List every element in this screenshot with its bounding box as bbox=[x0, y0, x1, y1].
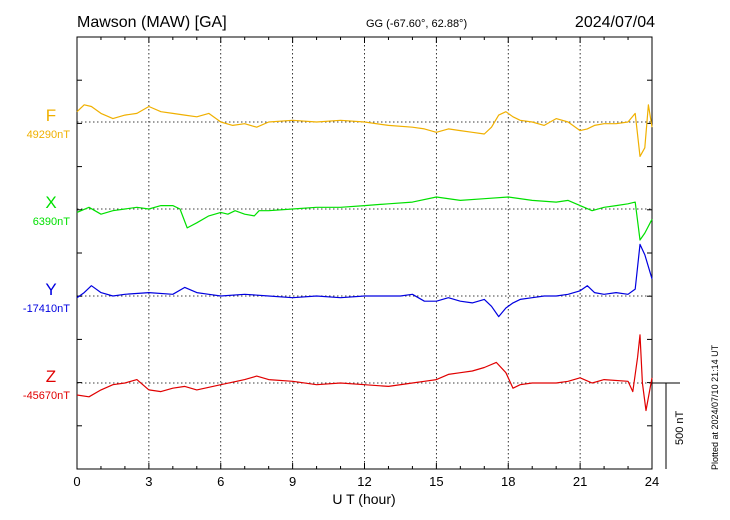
series-labels: F 49290nT X 6390nT Y -17410nT Z -45670nT bbox=[23, 106, 70, 402]
scale-bar: 500 nT bbox=[652, 382, 686, 469]
series-name-Y: Y bbox=[45, 280, 56, 299]
x-tick-label-21: 21 bbox=[573, 474, 587, 489]
series-line-X bbox=[76, 196, 653, 241]
tick-marks bbox=[76, 37, 653, 469]
series-baseline-X: 6390nT bbox=[33, 216, 71, 228]
series-name-F: F bbox=[46, 106, 56, 125]
series-line-F bbox=[76, 104, 653, 157]
coords-label: GG (-67.60°, 62.88°) bbox=[366, 18, 467, 30]
x-axis-label: U T (hour) bbox=[332, 491, 395, 507]
x-tick-label-12: 12 bbox=[357, 474, 371, 489]
series-baseline-F: 49290nT bbox=[27, 129, 71, 141]
date-label: 2024/07/04 bbox=[575, 14, 655, 31]
series-name-Z: Z bbox=[46, 367, 56, 386]
series-baseline-Z: -45670nT bbox=[23, 390, 70, 402]
vertical-grid bbox=[148, 37, 581, 469]
x-tick-label-18: 18 bbox=[501, 474, 515, 489]
series-baseline-Y: -17410nT bbox=[23, 303, 70, 315]
x-tick-label-15: 15 bbox=[429, 474, 443, 489]
series-line-Z bbox=[76, 334, 653, 412]
series-line-Y bbox=[76, 243, 653, 318]
series-lines bbox=[76, 104, 653, 412]
scale-bar-label: 500 nT bbox=[674, 410, 686, 445]
series-name-X: X bbox=[45, 193, 56, 212]
x-tick-label-0: 0 bbox=[73, 474, 80, 489]
x-tick-label-3: 3 bbox=[145, 474, 152, 489]
station-title: Mawson (MAW) [GA] bbox=[77, 14, 227, 31]
plotted-timestamp: Plotted at 2024/07/10 21:14 UT bbox=[710, 344, 720, 470]
x-tick-label-9: 9 bbox=[289, 474, 296, 489]
x-tick-label-24: 24 bbox=[645, 474, 659, 489]
x-tick-labels: 0 3 6 9 12 15 18 21 24 bbox=[73, 474, 659, 489]
x-tick-label-6: 6 bbox=[217, 474, 224, 489]
